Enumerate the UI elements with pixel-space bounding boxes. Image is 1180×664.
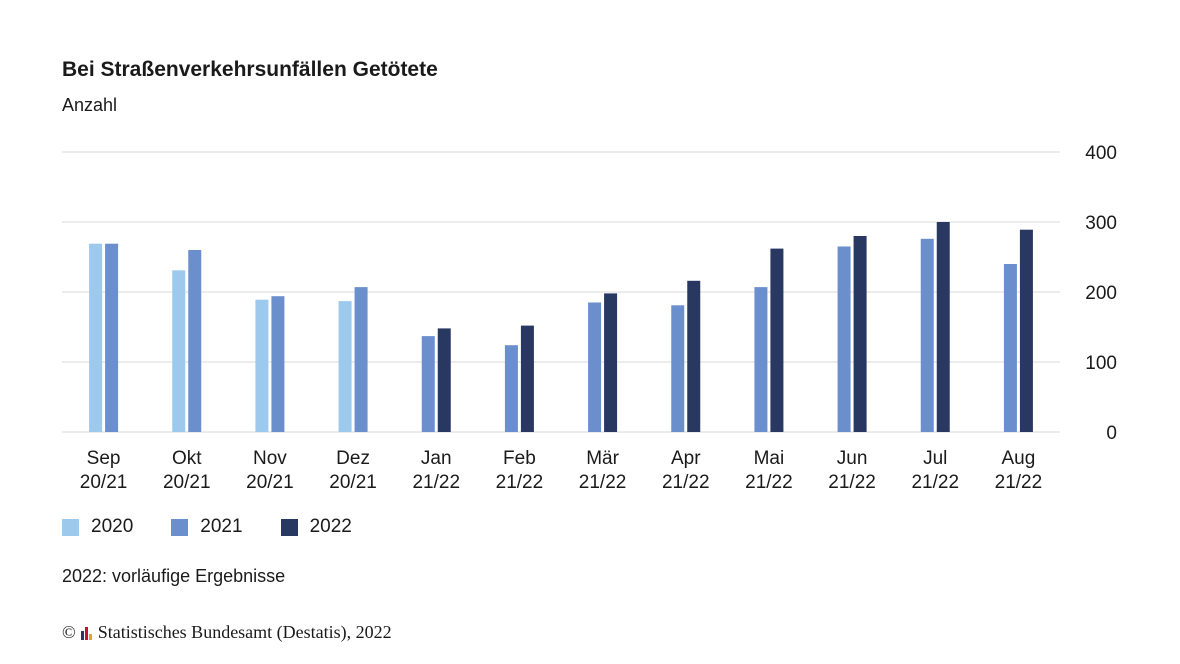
- legend-label-2021: 2021: [200, 516, 243, 537]
- bar-2021-jun: [837, 246, 851, 432]
- bar-2021-dez: [354, 287, 368, 432]
- bar-2021-jan: [421, 336, 435, 432]
- legend-swatch-2022: [280, 518, 298, 536]
- x-tick-label-period: 21/22: [828, 472, 876, 493]
- bar-2022-jun: [853, 236, 867, 432]
- y-tick-label: 200: [1085, 283, 1117, 304]
- x-tick-label-period: 21/22: [995, 472, 1043, 493]
- x-tick-label-month: Dez: [336, 448, 370, 469]
- x-tick-label-month: Jun: [837, 448, 868, 469]
- x-tick-label-period: 20/21: [163, 472, 211, 493]
- footnote: 2022: vorläufige Ergebnisse: [62, 566, 286, 586]
- bar-2022-jul: [936, 222, 950, 432]
- x-tick-label-period: 21/22: [412, 472, 460, 493]
- x-tick-label-month: Feb: [503, 448, 536, 469]
- bar-2021-mär: [588, 302, 602, 432]
- legend: 2020 2021 2022: [62, 516, 390, 538]
- bar-2020-okt: [172, 270, 186, 432]
- bar-2022-mai: [770, 248, 784, 432]
- destatis-logo-icon: [80, 626, 92, 640]
- bar-2021-nov: [271, 296, 285, 432]
- x-tick-label-month: Jul: [923, 448, 947, 469]
- bar-2021-jul: [920, 238, 934, 432]
- x-tick-label-month: Sep: [87, 448, 121, 469]
- bar-2021-okt: [188, 250, 202, 432]
- y-tick-label: 300: [1085, 213, 1117, 234]
- y-tick-label: 400: [1085, 143, 1117, 164]
- legend-label-2022: 2022: [309, 516, 352, 537]
- x-tick-label-month: Aug: [1002, 448, 1036, 469]
- legend-swatch-2021: [171, 518, 189, 536]
- bar-2020-sep: [89, 243, 103, 432]
- chart-subtitle: Anzahl: [62, 95, 118, 115]
- x-tick-label-month: Mai: [754, 448, 785, 469]
- x-tick-label-month: Apr: [671, 448, 701, 469]
- x-tick-label-period: 20/21: [246, 472, 294, 493]
- bar-2022-aug: [1019, 229, 1033, 432]
- bar-2021-sep: [105, 243, 119, 432]
- x-tick-label-period: 20/21: [329, 472, 377, 493]
- x-tick-label-period: 21/22: [662, 472, 710, 493]
- x-tick-label-period: 21/22: [496, 472, 544, 493]
- bar-2020-dez: [338, 301, 352, 432]
- bar-2021-aug: [1003, 264, 1017, 432]
- bar-2022-feb: [520, 325, 534, 432]
- bar-2021-apr: [671, 305, 685, 432]
- legend-swatch-2020: [62, 518, 79, 536]
- legend-item-2021: 2021: [171, 516, 243, 538]
- bar-2020-nov: [255, 299, 269, 432]
- x-tick-label-month: Mär: [586, 448, 619, 469]
- legend-item-2022: 2022: [280, 516, 352, 538]
- chart-title: Bei Straßenverkehrsunfällen Getötete: [62, 58, 438, 81]
- bar-2022-mär: [604, 293, 618, 432]
- y-tick-label: 100: [1085, 353, 1117, 374]
- bar-2021-feb: [504, 345, 518, 432]
- source-line: © Statistisches Bundesamt (Destatis), 20…: [62, 622, 392, 643]
- x-tick-label-period: 21/22: [911, 472, 959, 493]
- bar-2021-mai: [754, 287, 768, 432]
- x-tick-label-period: 21/22: [745, 472, 793, 493]
- y-tick-label: 0: [1106, 423, 1117, 444]
- x-tick-label-month: Nov: [253, 448, 287, 469]
- x-tick-label-month: Okt: [172, 448, 202, 469]
- bar-2022-jan: [437, 328, 451, 432]
- legend-label-2020: 2020: [91, 516, 134, 537]
- x-tick-label-period: 20/21: [80, 472, 128, 493]
- x-tick-label-month: Jan: [421, 448, 452, 469]
- x-tick-label-period: 21/22: [579, 472, 627, 493]
- copyright-symbol: ©: [62, 622, 76, 642]
- source-text: Statistisches Bundesamt (Destatis), 2022: [97, 622, 392, 642]
- bar-2022-apr: [687, 280, 701, 432]
- bar-chart: 0 100 200 300 400 Sep 20/21 Okt 20/21 Nov 20/21 Dez…: [62, 143, 1117, 493]
- legend-item-2020: 2020: [62, 516, 133, 538]
